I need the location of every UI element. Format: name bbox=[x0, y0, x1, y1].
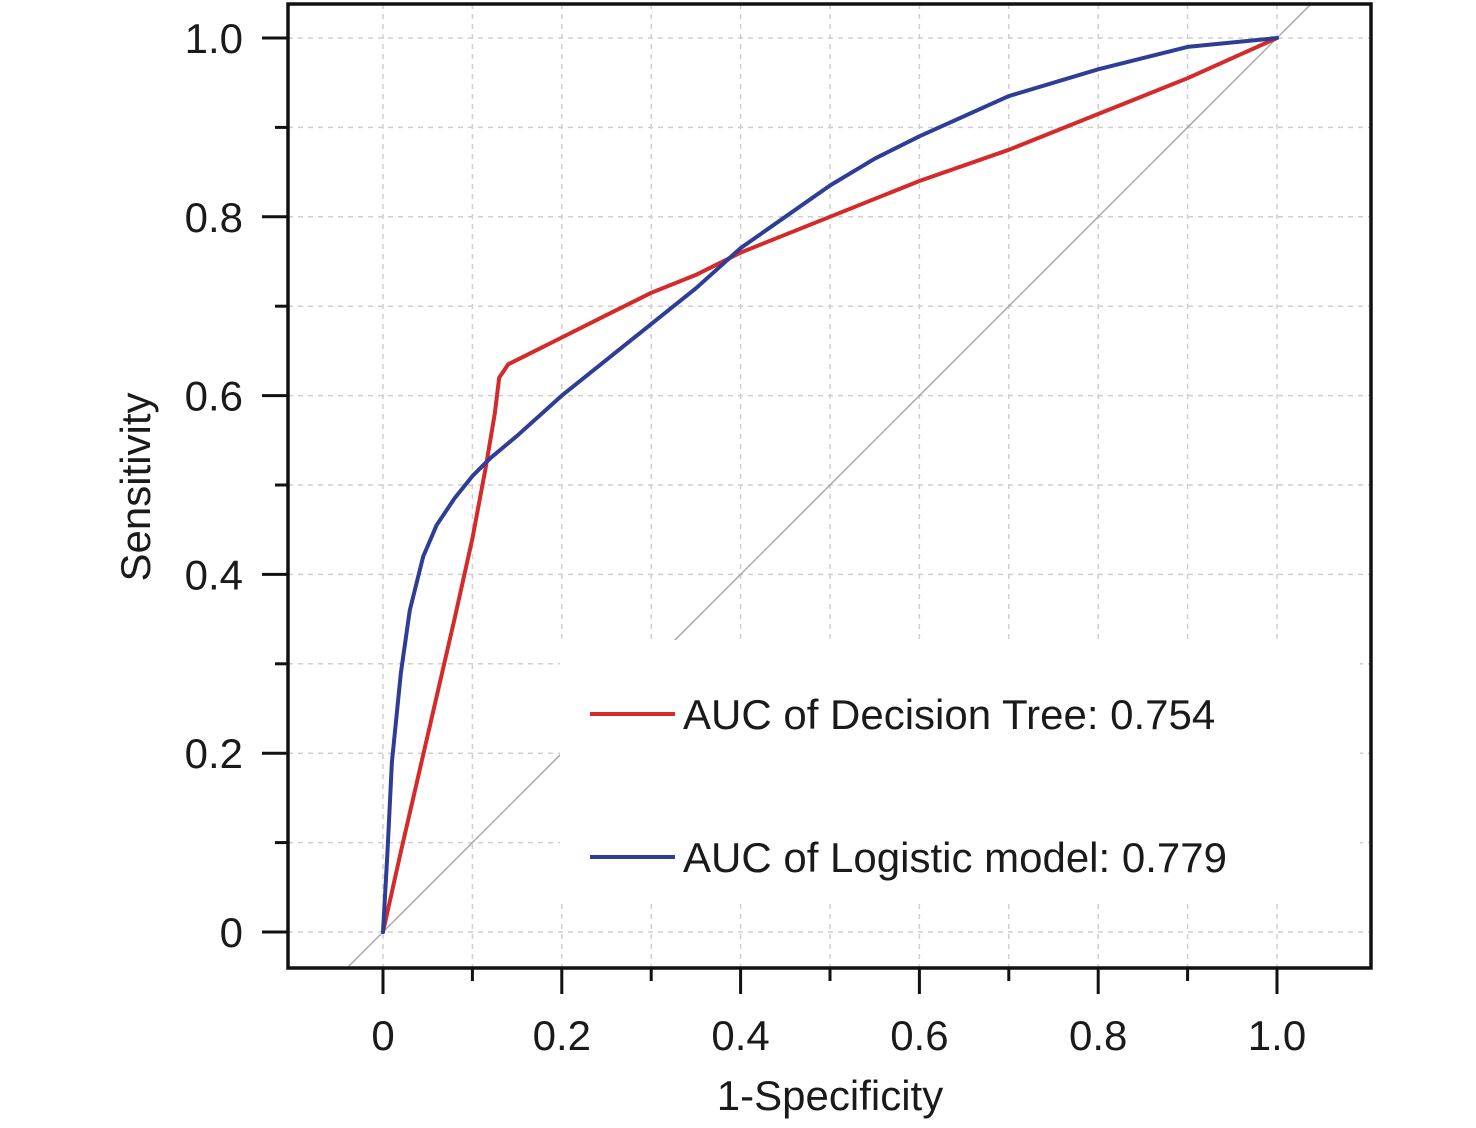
y-axis: 0 0.2 0.4 0.6 0.8 1.0 bbox=[185, 15, 288, 956]
legend-label: AUC of Logistic model: 0.779 bbox=[683, 834, 1227, 881]
x-tick-label: 0.6 bbox=[890, 1012, 948, 1059]
x-tick-label: 0.4 bbox=[711, 1012, 769, 1059]
y-tick-label: 0.2 bbox=[185, 730, 243, 777]
x-tick-label: 0.8 bbox=[1069, 1012, 1127, 1059]
y-tick-label: 0 bbox=[220, 909, 243, 956]
reference-line-group bbox=[346, 4, 1313, 968]
x-axis: 0 0.2 0.4 0.6 0.8 1.0 bbox=[371, 968, 1306, 1059]
x-tick-label: 0 bbox=[371, 1012, 394, 1059]
x-tick-label: 1.0 bbox=[1248, 1012, 1306, 1059]
y-tick-label: 0.6 bbox=[185, 373, 243, 420]
series-layer bbox=[381, 36, 1279, 934]
y-tick-label: 0.4 bbox=[185, 551, 243, 598]
reference-line bbox=[346, 4, 1313, 968]
x-axis-title: 1-Specificity bbox=[717, 1072, 943, 1119]
legend: AUC of Decision Tree: 0.754 AUC of Logist… bbox=[590, 691, 1227, 881]
y-tick-label: 1.0 bbox=[185, 15, 243, 62]
legend-label: AUC of Decision Tree: 0.754 bbox=[683, 691, 1215, 738]
y-tick-label: 0.8 bbox=[185, 194, 243, 241]
series-line-logistic-model bbox=[381, 36, 1279, 934]
legend-background bbox=[560, 640, 1360, 900]
series-line-decision-tree bbox=[381, 36, 1279, 934]
x-tick-label: 0.2 bbox=[533, 1012, 591, 1059]
y-axis-title: Sensitivity bbox=[112, 392, 159, 581]
